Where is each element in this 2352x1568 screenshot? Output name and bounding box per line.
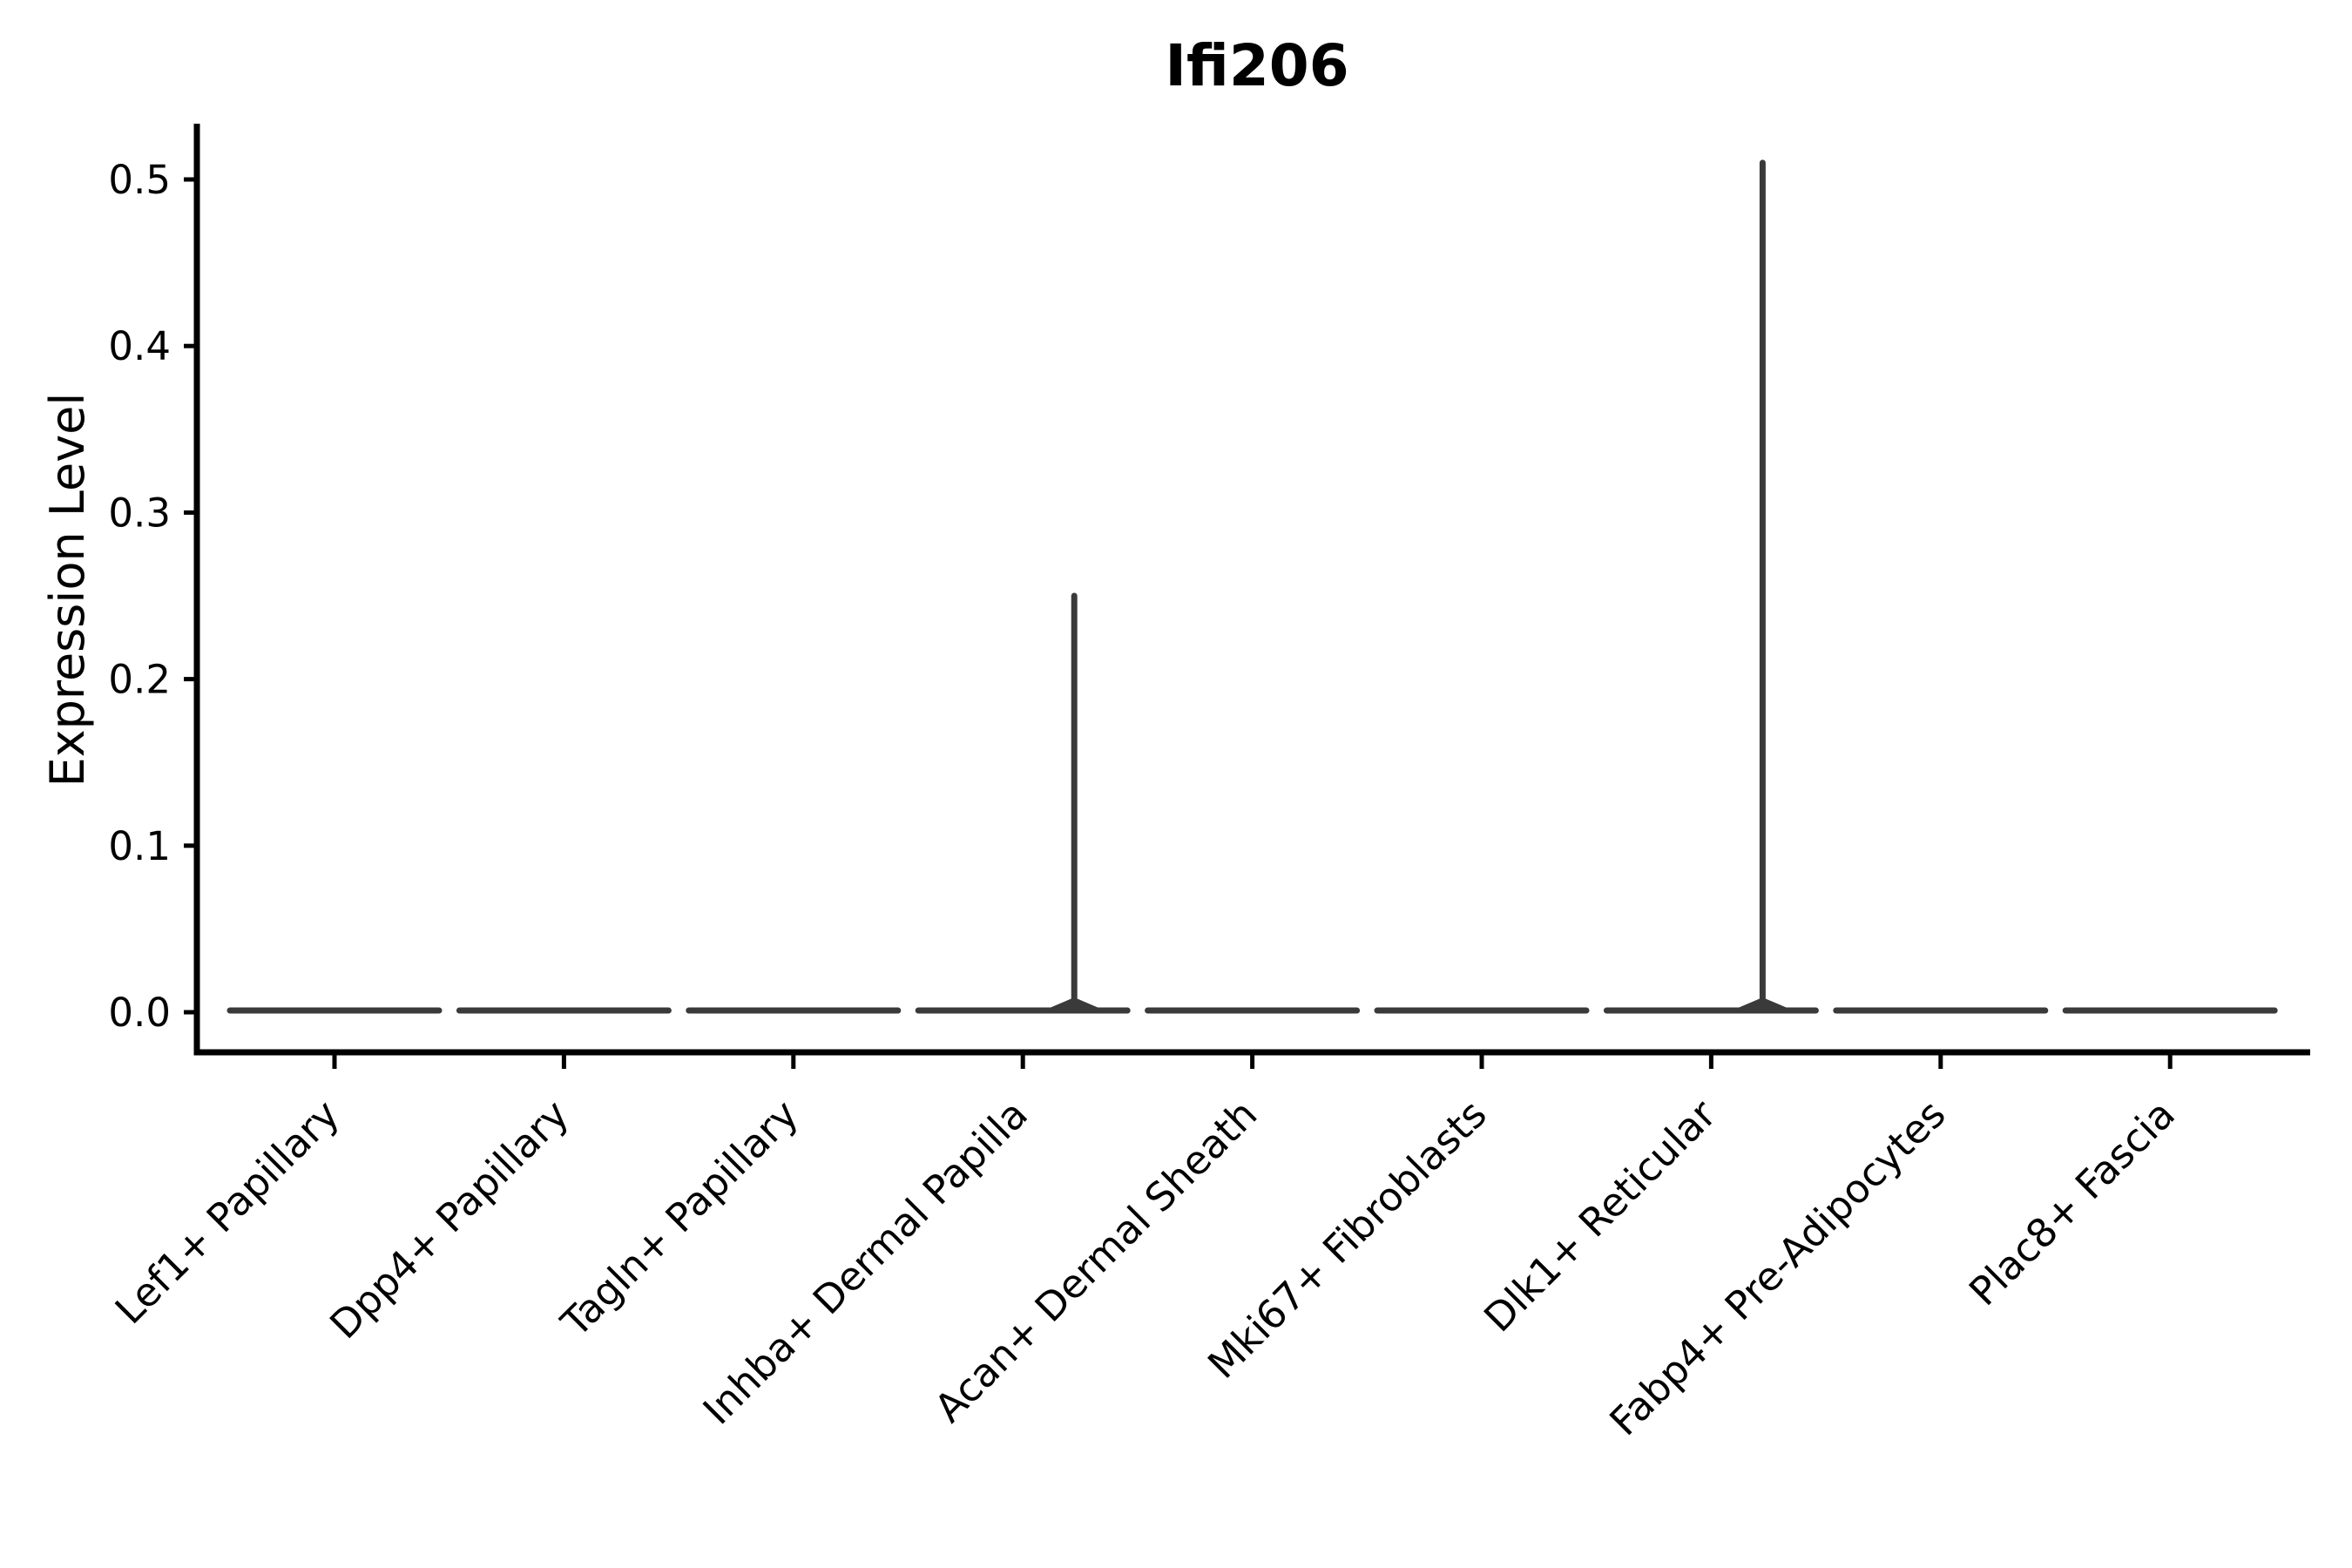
y-tick-label: 0.2 xyxy=(108,657,171,703)
x-tick-label: Tagln+ Papillary xyxy=(551,1091,807,1346)
violins xyxy=(226,159,2278,1014)
y-tick-label: 0.5 xyxy=(108,157,171,203)
y-tick-label: 0.1 xyxy=(108,823,171,869)
x-tick-label: Dlk1+ Reticular xyxy=(1475,1091,1725,1341)
y-tick-label: 0.4 xyxy=(108,323,171,369)
y-tick-label: 0.0 xyxy=(108,990,171,1036)
y-axis-label: Expression Level xyxy=(40,393,95,787)
x-tick-label: Dpp4+ Papillary xyxy=(321,1091,578,1348)
x-tick-label: Plac8+ Fascia xyxy=(1960,1091,2184,1315)
x-tick-label: Lef1+ Papillary xyxy=(106,1091,348,1333)
y-tick-label: 0.3 xyxy=(108,490,171,536)
chart-title: Ifi206 xyxy=(1165,32,1348,99)
